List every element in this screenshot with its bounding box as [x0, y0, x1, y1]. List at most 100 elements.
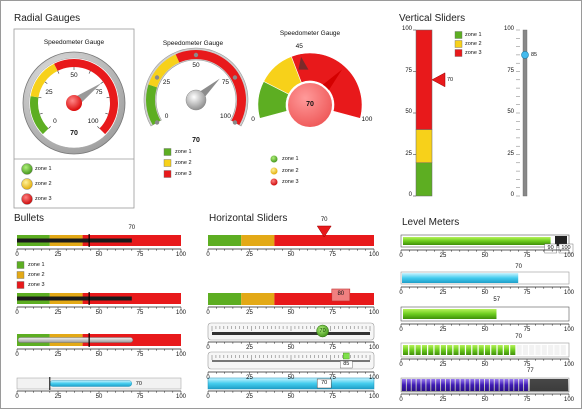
vslider-2-tick-label: 75	[500, 68, 514, 74]
bullet-2-tick-label: 0	[9, 310, 25, 316]
gauge-3-legend-label: zone 1	[282, 156, 322, 162]
meter-5-tick-label: 25	[435, 397, 451, 403]
bullet-1-tick-label: 50	[91, 252, 107, 258]
bullet-4-label: 70	[136, 381, 150, 387]
meter-1-tick-label: 50	[477, 253, 493, 259]
vslider-2-tick-label: 25	[500, 151, 514, 157]
meter-5-value: 77	[523, 368, 537, 374]
vslider-1-pointer[interactable]	[432, 73, 445, 87]
meter-5-segment	[495, 379, 499, 391]
meter-4-segment	[517, 345, 522, 355]
hslider-1-tick-label: 25	[242, 252, 258, 258]
meter-2-tick-label: 75	[519, 290, 535, 296]
meter-4-segment	[561, 345, 566, 355]
hslider-2-zone-yellow	[241, 293, 274, 305]
meter-1-tick-label: 0	[393, 253, 409, 259]
gauge-2-tick-label: 100	[216, 113, 234, 120]
hslider-3-tick-label: 25	[242, 345, 258, 351]
meter-5-segment	[480, 379, 484, 391]
meter-5-segment	[402, 379, 406, 391]
gauge-3-value: 70	[295, 101, 325, 108]
vslider-2-thumb[interactable]	[522, 51, 529, 58]
hslider-3-tick-label: 50	[283, 345, 299, 351]
meter-5-segment	[436, 379, 440, 391]
meter-4-segment	[548, 345, 553, 355]
meter-4-segment	[554, 345, 559, 355]
meter-4-segment	[504, 345, 509, 355]
hslider-4-tick-label: 50	[283, 375, 299, 381]
hslider-4-tick-label: 25	[242, 375, 258, 381]
meter-1-tick-label: 75	[519, 253, 535, 259]
meter-5-segment	[456, 379, 460, 391]
gauge-2-tick-label: 0	[158, 113, 176, 120]
meter-4-segment	[403, 345, 408, 355]
meter-4-segment	[422, 345, 427, 355]
meter-4-segment	[435, 345, 440, 355]
gauge-1-tick-label: 50	[65, 72, 83, 79]
meter-4-segment	[491, 345, 496, 355]
vslider-2-tick-label: 0	[500, 192, 514, 198]
meter-2-fill	[402, 273, 518, 283]
meter-4-segment	[428, 345, 433, 355]
meter-5-segment	[422, 379, 426, 391]
vslider-1-tick-label: 0	[398, 192, 412, 198]
hslider-1-tick-label: 0	[200, 252, 216, 258]
gauge-2-tick-peg	[194, 53, 198, 57]
gauge-2-legend-label: zone 3	[175, 171, 215, 177]
meter-3-tick-label: 25	[435, 327, 451, 333]
horizontal-sliders-title: Horizontal Sliders	[209, 213, 287, 224]
meter-4-segment	[460, 345, 465, 355]
gauge-3-legend-swatch	[271, 168, 278, 175]
meter-4-segment	[447, 345, 452, 355]
hslider-3-value: 70	[316, 328, 330, 334]
meter-4-tick-label: 100	[561, 362, 577, 368]
gauge-1-legend-swatch	[22, 194, 33, 205]
bullet-legend-swatch	[17, 282, 24, 289]
gauge-3-legend-label: zone 3	[282, 179, 322, 185]
bullet-1-tick-label: 100	[173, 252, 189, 258]
hslider-1-zone-green	[208, 235, 241, 246]
vslider-1-zone-yellow	[416, 130, 432, 163]
gauge-2-legend-label: zone 2	[175, 160, 215, 166]
meter-4-segment	[466, 345, 471, 355]
meter-5-segment	[509, 379, 513, 391]
meter-5-segment	[407, 379, 411, 391]
meter-5-segment	[461, 379, 465, 391]
vslider-1-tick-label: 50	[398, 109, 412, 115]
meter-1-tick-label: 25	[435, 253, 451, 259]
vslider-2-tick-label: 50	[500, 109, 514, 115]
bullet-3-tick-label: 100	[173, 352, 189, 358]
vertical-sliders-title: Vertical Sliders	[399, 13, 465, 24]
bullet-4-tick-label: 75	[132, 394, 148, 400]
hslider-3-tick-label: 0	[200, 345, 216, 351]
meter-4-segment	[498, 345, 503, 355]
hslider-3-tick-label: 100	[366, 345, 382, 351]
vslider-legend-swatch	[455, 41, 462, 48]
gauge-3-tick-label: 0	[244, 116, 262, 123]
meter-3-tick-label: 0	[393, 327, 409, 333]
bullets-title: Bullets	[14, 213, 44, 224]
hslider-5-tick-label: 0	[200, 394, 216, 400]
meter-5-segment	[441, 379, 445, 391]
bullet-2-tick-label: 100	[173, 310, 189, 316]
hslider-4-thumb[interactable]	[343, 353, 349, 359]
bullet-1-label: 70	[125, 225, 139, 231]
gauge-1-tick-label: 25	[40, 89, 58, 96]
gauge-1-legend-label: zone 2	[35, 181, 75, 187]
bullet-legend-swatch	[17, 262, 24, 269]
meter-2-tick-label: 25	[435, 290, 451, 296]
meter-4-tick-label: 25	[435, 362, 451, 368]
meter-4-segment	[485, 345, 490, 355]
meter-4-segment	[535, 345, 540, 355]
hslider-1-tick-label: 100	[366, 252, 382, 258]
hslider-3-tick-label: 75	[325, 345, 341, 351]
hslider-2-tick-label: 100	[366, 310, 382, 316]
meter-3-tick-label: 50	[477, 327, 493, 333]
meter-3-tick-label: 75	[519, 327, 535, 333]
meter-4-tick-label: 0	[393, 362, 409, 368]
meter-5-segment	[519, 379, 523, 391]
vslider-2-tick-label: 100	[500, 26, 514, 32]
gauge-3-title: Speedometer Gauge	[270, 30, 350, 37]
hslider-2-value: 80	[333, 291, 349, 297]
